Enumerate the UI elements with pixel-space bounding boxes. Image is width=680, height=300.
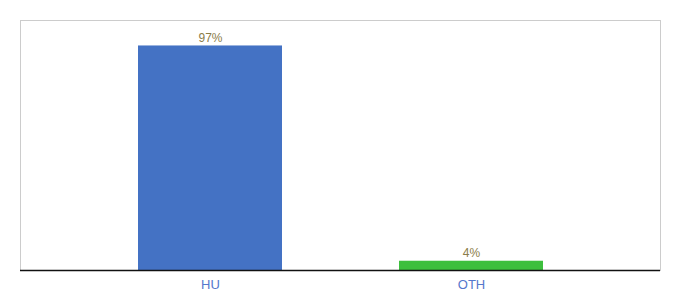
svg-text:OTH: OTH xyxy=(458,277,485,292)
svg-text:HU: HU xyxy=(201,277,220,292)
svg-text:4%: 4% xyxy=(463,246,481,260)
svg-text:97%: 97% xyxy=(198,31,222,45)
